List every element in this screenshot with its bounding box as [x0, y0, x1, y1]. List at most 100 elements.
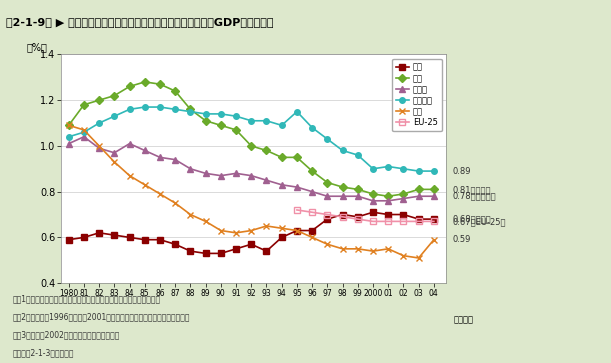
英国	[263, 224, 270, 228]
米国	[202, 119, 210, 123]
ドイツ	[172, 158, 179, 162]
英国	[278, 226, 285, 231]
米国	[187, 107, 194, 111]
ドイツ	[202, 171, 210, 176]
米国	[415, 187, 422, 192]
米国	[232, 128, 240, 132]
Text: 0.68（日本）: 0.68（日本）	[452, 215, 491, 224]
EU-25	[309, 210, 316, 215]
ドイツ	[217, 174, 224, 178]
Line: 英国: 英国	[65, 122, 437, 261]
日本	[339, 212, 346, 217]
米国	[278, 155, 285, 160]
英国	[339, 247, 346, 251]
英国	[111, 160, 118, 164]
ドイツ	[95, 146, 103, 150]
英国	[202, 219, 210, 224]
米国	[384, 194, 392, 199]
英国	[141, 183, 148, 187]
Text: 第2-1-9図 ▶ 主要国における政府負担研究費の対国内総生産（GDP）比の推移: 第2-1-9図 ▶ 主要国における政府負担研究費の対国内総生産（GDP）比の推移	[6, 17, 274, 27]
日本	[95, 231, 103, 235]
ドイツ	[430, 194, 437, 199]
英国	[172, 201, 179, 205]
英国	[126, 174, 133, 178]
ドイツ	[65, 142, 72, 146]
英国	[384, 247, 392, 251]
ドイツ	[293, 185, 301, 189]
Text: 0.89: 0.89	[452, 167, 470, 176]
日本	[80, 235, 87, 240]
フランス	[202, 112, 210, 116]
日本	[263, 249, 270, 253]
英国	[309, 235, 316, 240]
日本	[202, 251, 210, 256]
英国	[217, 228, 224, 233]
フランス	[354, 153, 362, 157]
ドイツ	[309, 189, 316, 194]
英国	[354, 247, 362, 251]
日本	[278, 235, 285, 240]
フランス	[324, 137, 331, 141]
日本	[217, 251, 224, 256]
米国	[293, 155, 301, 160]
EU-25	[354, 217, 362, 221]
フランス	[156, 105, 164, 109]
米国	[354, 187, 362, 192]
フランス	[263, 119, 270, 123]
Line: フランス: フランス	[66, 104, 437, 174]
Text: 注）1．国際比較を行うため、各国とも人文・社会科学を含めている。: 注）1．国際比較を行うため、各国とも人文・社会科学を含めている。	[12, 294, 160, 303]
英国	[187, 212, 194, 217]
英国	[415, 256, 422, 260]
Text: （年度）: （年度）	[454, 315, 474, 324]
日本	[141, 237, 148, 242]
英国	[400, 253, 407, 258]
Line: 米国: 米国	[66, 79, 437, 199]
米国	[263, 148, 270, 153]
フランス	[217, 112, 224, 116]
ドイツ	[278, 183, 285, 187]
米国	[400, 192, 407, 196]
Text: 資料：第2-1-3図に同じ。: 資料：第2-1-3図に同じ。	[12, 348, 74, 358]
日本	[415, 217, 422, 221]
米国	[65, 123, 72, 127]
ドイツ	[126, 142, 133, 146]
Legend: 日本, 米国, ドイツ, フランス, 英国, EU-25: 日本, 米国, ドイツ, フランス, 英国, EU-25	[392, 58, 442, 131]
米国	[156, 82, 164, 86]
米国	[80, 103, 87, 107]
フランス	[369, 167, 376, 171]
英国	[369, 249, 376, 253]
日本	[369, 210, 376, 215]
米国	[95, 98, 103, 102]
日本	[354, 215, 362, 219]
フランス	[430, 169, 437, 173]
日本	[187, 249, 194, 253]
米国	[217, 123, 224, 127]
EU-25	[369, 219, 376, 224]
米国	[247, 144, 255, 148]
フランス	[95, 121, 103, 125]
英国	[232, 231, 240, 235]
米国	[126, 84, 133, 89]
フランス	[415, 169, 422, 173]
日本	[172, 242, 179, 246]
米国	[141, 80, 148, 84]
フランス	[384, 164, 392, 169]
ドイツ	[80, 135, 87, 139]
日本	[232, 247, 240, 251]
EU-25	[400, 219, 407, 224]
ドイツ	[247, 174, 255, 178]
ドイツ	[263, 178, 270, 182]
英国	[247, 228, 255, 233]
日本	[324, 217, 331, 221]
フランス	[400, 167, 407, 171]
日本	[400, 212, 407, 217]
フランス	[232, 114, 240, 118]
日本	[430, 217, 437, 221]
ドイツ	[369, 199, 376, 203]
EU-25	[339, 215, 346, 219]
英国	[293, 228, 301, 233]
日本	[111, 233, 118, 237]
米国	[430, 187, 437, 192]
英国	[65, 123, 72, 127]
Text: （%）: （%）	[26, 42, 47, 52]
